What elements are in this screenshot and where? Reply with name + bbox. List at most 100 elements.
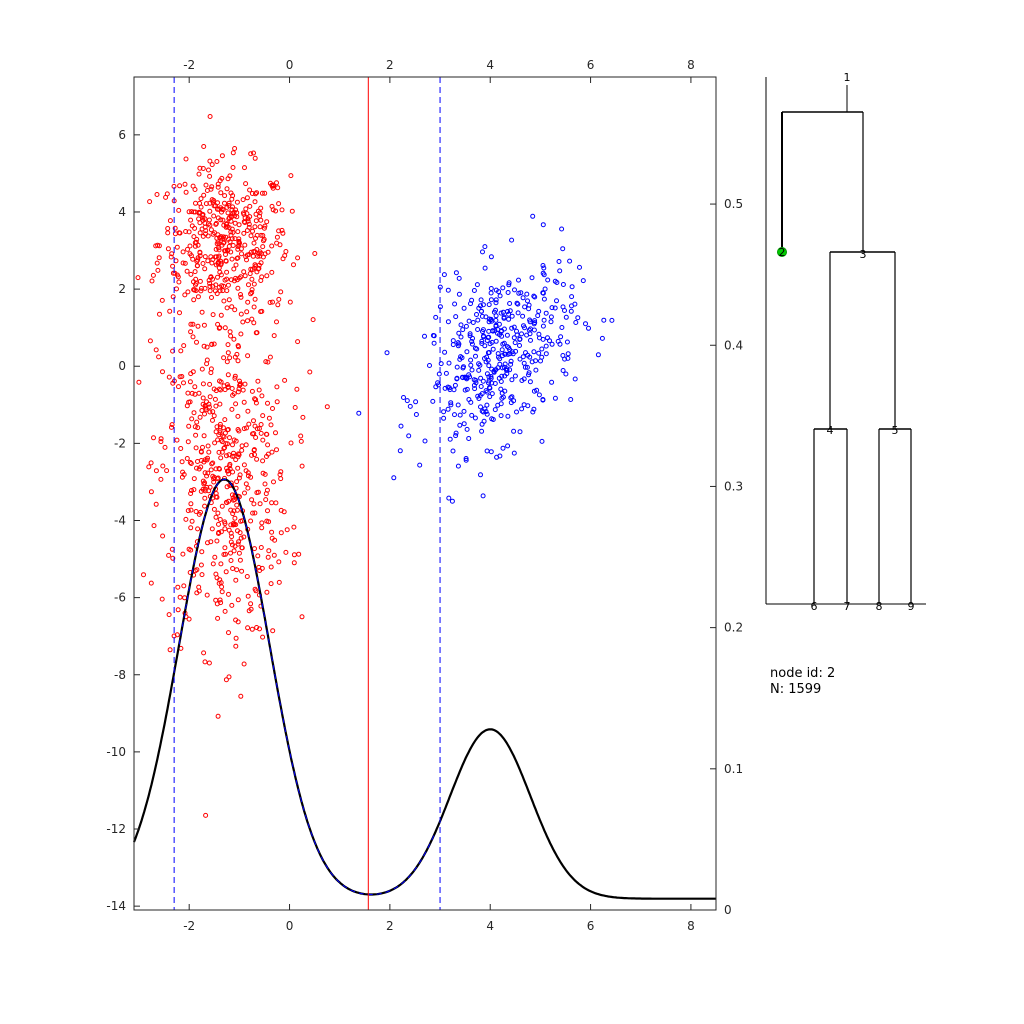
scatter-point [197, 253, 203, 259]
tree-node-label[interactable]: 9 [908, 600, 915, 613]
scatter-point [253, 400, 259, 406]
scatter-point [461, 421, 467, 427]
scatter-point [214, 159, 220, 164]
scatter-point [446, 360, 452, 366]
y-tick-label: 2 [118, 282, 126, 296]
scatter-point [519, 406, 525, 412]
scatter-point [170, 263, 176, 269]
scatter-point [453, 430, 459, 436]
scatter-point [197, 165, 203, 171]
scatter-point [251, 431, 257, 436]
scatter-point [199, 572, 205, 578]
scatter-point [436, 371, 442, 377]
scatter-point [223, 499, 229, 505]
tree-node-label[interactable]: 4 [827, 424, 834, 437]
scatter-point [202, 403, 208, 409]
scatter-point [210, 231, 216, 237]
scatter-point [514, 300, 520, 306]
scatter-point [291, 524, 297, 530]
scatter-point [560, 304, 566, 310]
scatter-point [271, 552, 277, 558]
scatter-point [488, 290, 494, 296]
x-tick-label-top: 0 [286, 58, 294, 72]
scatter-point [236, 452, 242, 458]
scatter-point [458, 334, 464, 340]
scatter-point [241, 269, 247, 275]
scatter-point [279, 207, 285, 213]
scatter-point [509, 325, 515, 331]
scatter-point [484, 448, 490, 454]
scatter-point [527, 317, 533, 323]
scatter-point [192, 269, 198, 275]
scatter-point [448, 400, 454, 406]
scatter-point [194, 419, 200, 425]
scatter-point [183, 156, 189, 162]
scatter-point [497, 356, 503, 362]
tree-node-label[interactable]: 1 [844, 71, 851, 84]
scatter-point [552, 305, 558, 311]
tree-node-label[interactable]: 6 [811, 600, 818, 613]
scatter-point [517, 429, 523, 435]
scatter-point [483, 314, 489, 320]
tree-node-label[interactable]: 5 [892, 424, 899, 437]
scatter-point [193, 280, 199, 286]
scatter-point [404, 398, 410, 404]
scatter-point [265, 442, 271, 448]
scatter-point [253, 191, 258, 197]
scatter-point [251, 304, 257, 310]
scatter-point [207, 222, 213, 228]
tree-node-label[interactable]: 7 [844, 600, 851, 613]
scatter-point [188, 461, 194, 466]
scatter-point [207, 288, 213, 294]
scatter-point [526, 370, 532, 376]
scatter-point [230, 442, 235, 448]
scatter-point [532, 320, 538, 326]
scatter-point [449, 498, 455, 504]
scatter-point [417, 462, 423, 468]
scatter-point [278, 469, 284, 475]
scatter-point [542, 286, 548, 292]
scatter-point [583, 321, 588, 327]
scatter-point [269, 529, 275, 535]
scatter-point [230, 150, 236, 156]
scatter-point [506, 316, 512, 322]
x-tick-label: 8 [687, 919, 695, 933]
scatter-point [166, 552, 172, 558]
scatter-point [214, 291, 220, 297]
scatter-point [552, 395, 558, 401]
scatter-point [270, 299, 275, 305]
scatter-point [531, 349, 537, 355]
scatter-point [495, 351, 501, 357]
y-tick-label: -10 [106, 745, 126, 759]
scatter-point [227, 355, 233, 361]
scatter-point [485, 335, 491, 340]
scatter-point [210, 409, 216, 415]
tree-node-label[interactable]: 8 [876, 600, 883, 613]
scatter-point [422, 438, 428, 444]
scatter-point [298, 438, 304, 444]
scatter-point [547, 338, 552, 344]
scatter-point [506, 282, 512, 288]
scatter-point [244, 309, 250, 315]
scatter-point [443, 370, 449, 376]
scatter-point [136, 379, 142, 385]
scatter-point [227, 466, 233, 472]
scatter-point [218, 387, 224, 393]
scatter-point [504, 367, 509, 373]
scatter-point [186, 423, 192, 429]
scatter-point [229, 534, 235, 540]
scatter-point [229, 196, 235, 202]
scatter-point [540, 222, 546, 228]
scatter-point [227, 173, 233, 179]
tree-node-label[interactable]: 2 [779, 246, 786, 259]
scatter-point [265, 508, 270, 514]
tree-node-label[interactable]: 3 [860, 248, 867, 261]
tree-node-highlight[interactable] [777, 247, 787, 257]
scatter-point [468, 399, 474, 405]
scatter-point [492, 367, 498, 373]
vertical-lines [173, 77, 441, 910]
scatter-point [267, 180, 273, 186]
scatter-point [191, 234, 197, 240]
scatter-point [472, 415, 478, 421]
scatter-point [243, 254, 249, 260]
